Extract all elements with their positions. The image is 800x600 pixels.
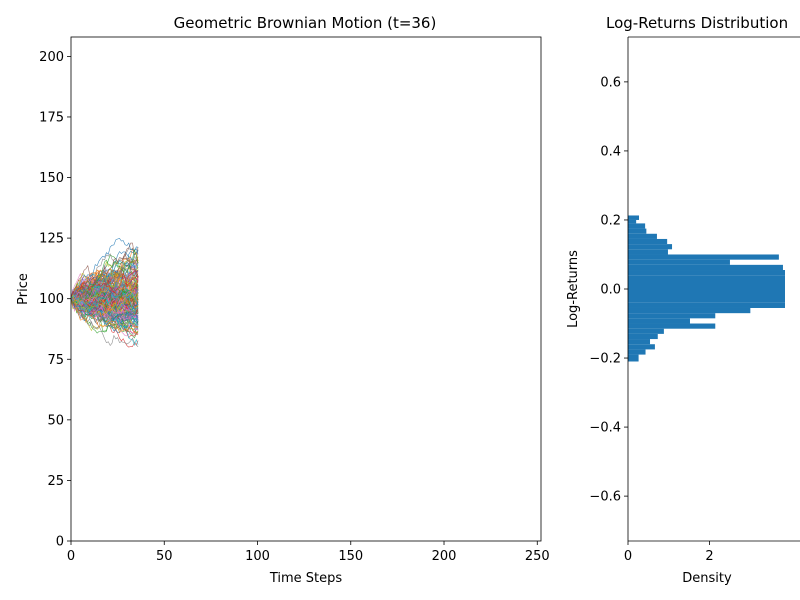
hist-bar-9: [628, 313, 716, 319]
gbm-y-tick-label: 75: [47, 353, 64, 368]
gbm-y-tick-label: 175: [39, 110, 64, 125]
hist-bar-16: [628, 254, 779, 260]
hist-bar-20: [628, 233, 657, 239]
hist-bar-11: [628, 302, 785, 308]
gbm-path-180: [70, 277, 139, 321]
gbm-x-tick-label: 200: [432, 549, 457, 564]
gbm-x-tick-label: 100: [245, 549, 270, 564]
gbm-x-tick-label: 0: [67, 549, 75, 564]
hist-y-tick-label: −0.6: [589, 490, 621, 505]
gbm-y-tick-label: 50: [47, 413, 64, 428]
hist-bar-21: [628, 228, 647, 234]
gbm-path-178: [70, 274, 139, 303]
gbm-chart: Geometric Brownian Motion (t=36) 0 50 100 1…: [16, 14, 550, 586]
gbm-x-tick-label: 250: [525, 549, 550, 564]
hist-bar-22: [628, 223, 646, 229]
gbm-paths: [70, 237, 139, 348]
gbm-path-154: [70, 284, 139, 314]
hist-bar-24: [628, 215, 640, 220]
gbm-y-label: Price: [16, 273, 31, 305]
hist-bar-4: [628, 339, 651, 345]
gbm-title: Geometric Brownian Motion (t=36): [174, 14, 437, 32]
hist-bar-1: [628, 354, 639, 362]
hist-y-tick-label: 0.6: [600, 75, 621, 90]
hist-bar-3: [628, 344, 655, 350]
gbm-path-200: [70, 289, 139, 315]
gbm-y-tick-label: 25: [47, 474, 64, 489]
hist-bars: [628, 215, 785, 362]
gbm-y-tick-label: 200: [39, 50, 64, 65]
gbm-path-199: [70, 280, 139, 314]
hist-x-label: Density: [682, 571, 732, 586]
hist-y-tick-label: −0.2: [589, 352, 621, 367]
gbm-x-tick-label: 50: [156, 549, 173, 564]
hist-bar-7: [628, 323, 716, 329]
gbm-x-label: Time Steps: [269, 571, 343, 586]
hist-bar-12: [628, 275, 785, 303]
gbm-y-tick-label: 100: [39, 292, 64, 307]
hist-bar-14: [628, 264, 783, 271]
gbm-path-191: [70, 289, 139, 311]
hist-bar-8: [628, 318, 690, 324]
hist-title: Log-Returns Distribution: [606, 14, 788, 32]
gbm-path-182: [70, 293, 139, 311]
hist-bar-23: [628, 219, 637, 224]
hist-y-tick-label: 0.0: [600, 283, 621, 298]
hist-bar-5: [628, 333, 658, 340]
gbm-path-189: [70, 277, 139, 304]
hist-bar-17: [628, 249, 668, 255]
gbm-y-tick-label: 125: [39, 232, 64, 247]
gbm-x-axis: 0 50 100 150 200 250: [67, 541, 550, 564]
gbm-y-axis: 0 25 50 75 100 125 150 175 200: [39, 50, 71, 550]
hist-y-tick-label: 0.4: [600, 144, 621, 159]
hist-bar-6: [628, 328, 664, 334]
gbm-path-184: [70, 272, 139, 312]
hist-bar-13: [628, 270, 785, 276]
gbm-path-171: [70, 237, 139, 299]
hist-x-tick-label: 0: [624, 549, 632, 564]
gbm-path-192: [70, 298, 139, 334]
gbm-path-196: [70, 287, 139, 313]
hist-bar-18: [628, 244, 673, 250]
gbm-path-175: [70, 295, 139, 325]
gbm-y-tick-label: 150: [39, 171, 64, 186]
gbm-x-tick-label: 150: [338, 549, 363, 564]
hist-bar-19: [628, 238, 668, 245]
hist-y-tick-label: 0.2: [600, 213, 621, 228]
gbm-path-188: [70, 281, 139, 304]
hist-y-tick-label: −0.4: [589, 421, 621, 436]
hist-y-axis: −0.6 −0.4 −0.2 0.0 0.2 0.4 0.6: [589, 75, 628, 505]
gbm-y-tick-label: 0: [56, 535, 64, 550]
hist-bar-15: [628, 259, 730, 265]
gbm-path-176: [70, 252, 139, 299]
hist-bar-2: [628, 349, 646, 355]
hist-bar-10: [628, 307, 751, 314]
gbm-path-187: [70, 291, 139, 315]
hist-x-tick-label: 2: [705, 549, 713, 564]
gbm-axes-frame: [70, 36, 542, 542]
gbm-path-198: [70, 295, 139, 348]
gbm-path-194: [70, 270, 139, 299]
hist-y-label: Log-Returns: [566, 250, 581, 328]
